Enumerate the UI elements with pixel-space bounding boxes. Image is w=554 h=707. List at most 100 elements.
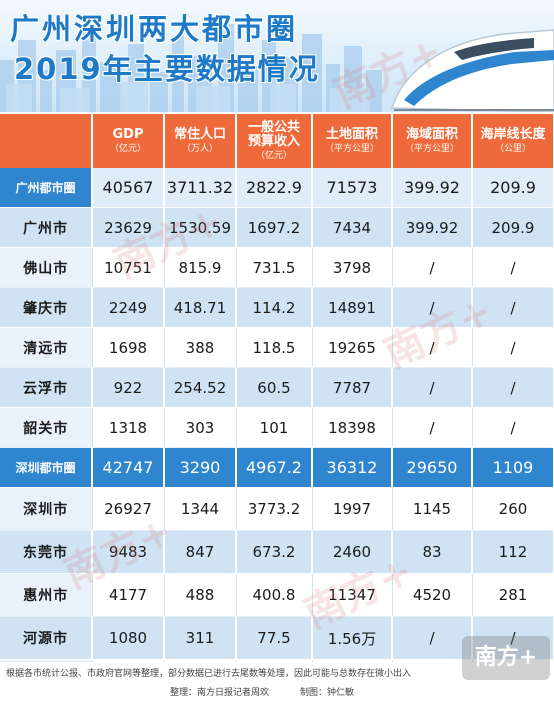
header-label: GDP [112,126,144,142]
row-name-cell: 深圳市 [0,487,93,531]
header-land-area: 土地面积 （平方公里） [312,114,393,168]
table-cell: / [472,367,554,408]
data-table: GDP （亿元） 常住人口 （万人） 一般公共 预算收入 （亿元） 土地面积 [0,114,554,703]
table-group-row: 深圳都市圈 42747 3290 4967.2 36312 29650 1109 [0,447,554,488]
table-cell: 118.5 [236,327,313,368]
table-row: 深圳市 26927 1344 3773.2 1997 1145 260 [0,487,554,531]
table-cell: 71573 [312,168,393,208]
table-cell: 260 [472,487,554,531]
table-cell: 1697.2 [236,207,313,248]
table-cell: 11347 [312,573,393,617]
table-cell: 19265 [312,327,393,368]
row-name-cell: 东莞市 [0,530,93,574]
table-body: 广州都市圈 40567 3711.32 2822.9 71573 399.92 209.9 广… [0,168,554,703]
header-coastline: 海岸线长度 （公里） [472,114,554,168]
table-cell: 14891 [312,287,393,328]
table-cell: 77.5 [236,616,313,660]
table-cell: 112 [472,530,554,574]
header-label: 土地面积 [325,126,378,142]
table-cell: 847 [164,530,237,574]
table-cell: / [472,287,554,328]
footer: 根据各市统计公报、市政府官网等整理，部分数据已进行去尾数等处理，因此可能与总数存… [0,662,554,707]
table-cell: 254.52 [164,367,237,408]
city-skyline-illustration [0,24,382,112]
table-cell: 418.71 [164,287,237,328]
table-cell: 388 [164,327,237,368]
table-cell: 488 [164,573,237,617]
table-cell: 60.5 [236,367,313,408]
header-sea-area: 海域面积 （平方公里） [392,114,473,168]
header-label-line2: 预算收入 [247,133,300,149]
header-label: 常住人口 [173,126,226,142]
table-cell: 3798 [312,247,393,288]
table-cell: 83 [392,530,473,574]
row-name-cell: 清远市 [0,327,93,368]
table-cell: 9483 [92,530,165,574]
title-banner: 广州深圳两大都市圈 2019年主要数据情况 [0,0,554,112]
header-budget-revenue: 一般公共 预算收入 （亿元） [236,114,313,168]
table-cell: 7434 [312,207,393,248]
table-cell: 36312 [312,447,393,488]
table-row: 河源市 1080 311 77.5 1.56万 / / [0,616,554,660]
table-cell: 18398 [312,407,393,448]
table-cell: 4967.2 [236,447,313,488]
table-row: 佛山市 10751 815.9 731.5 3798// [0,247,554,288]
header-corner [0,114,93,168]
table-cell: 209.9 [472,168,554,208]
table-cell: 1530.59 [164,207,237,248]
table-cell: / [472,407,554,448]
table-cell: 3773.2 [236,487,313,531]
header-label-line1: 一般公共 [247,119,300,135]
table-cell: 731.5 [236,247,313,288]
table-cell: 1698 [92,327,165,368]
table-cell: / [472,616,554,660]
table-row: 广州市 23629 1530.59 1697.2 7434 399.92 209.9 [0,207,554,248]
credit-editor: 整理：南方日报记者周欢 [170,688,270,698]
table-cell: 114.2 [236,287,313,328]
table-cell: / [392,327,473,368]
table-cell: 40567 [92,168,165,208]
table-cell: 26927 [92,487,165,531]
table-cell: 4520 [392,573,473,617]
header-population: 常住人口 （万人） [164,114,237,168]
table-row: 云浮市 922 254.52 60.5 7787// [0,367,554,408]
row-name-cell: 深圳都市圈 [0,447,93,488]
title-line-2: 2019年主要数据情况 [14,52,320,86]
table-cell: 7787 [312,367,393,408]
table-cell: 2822.9 [236,168,313,208]
table-cell: 209.9 [472,207,554,248]
header-unit: （亿元） [109,143,146,154]
table-cell: 1344 [164,487,237,531]
table-cell: 3290 [164,447,237,488]
header-label: 海岸线长度 [480,126,546,142]
table-cell: / [392,616,473,660]
row-name-cell: 广州都市圈 [0,168,93,208]
header-unit: （平方公里） [404,143,459,154]
data-table-container: GDP （亿元） 常住人口 （万人） 一般公共 预算收入 （亿元） 土地面积 [0,114,554,703]
header-label: 海域面积 [405,126,458,142]
table-cell: / [392,247,473,288]
header-unit: （亿元） [255,150,292,161]
publisher-logo: 南方+ [462,636,550,680]
table-row: 东莞市 9483 847 673.2 2460 83 112 [0,530,554,574]
table-cell: 42747 [92,447,165,488]
table-cell: 281 [472,573,554,617]
header-unit: （万人） [181,143,218,154]
table-cell: 399.92 [392,207,473,248]
row-name-cell: 广州市 [0,207,93,248]
table-row: 肇庆市 2249 418.71 114.2 14891// [0,287,554,328]
table-cell: 303 [164,407,237,448]
row-name-cell: 肇庆市 [0,287,93,328]
header-unit: （公里） [494,143,531,154]
table-row: 惠州市 4177 488 400.8 11347 4520 281 [0,573,554,617]
row-name-cell: 韶关市 [0,407,93,448]
header-unit: （平方公里） [324,143,379,154]
source-note: 根据各市统计公报、市政府官网等整理，部分数据已进行去尾数等处理，因此可能与总数存… [6,669,412,679]
title-line-1: 广州深圳两大都市圈 [10,12,299,46]
table-cell: / [472,247,554,288]
table-cell: 29650 [392,447,473,488]
table-cell: / [392,407,473,448]
table-cell: 10751 [92,247,165,288]
table-cell: 922 [92,367,165,408]
